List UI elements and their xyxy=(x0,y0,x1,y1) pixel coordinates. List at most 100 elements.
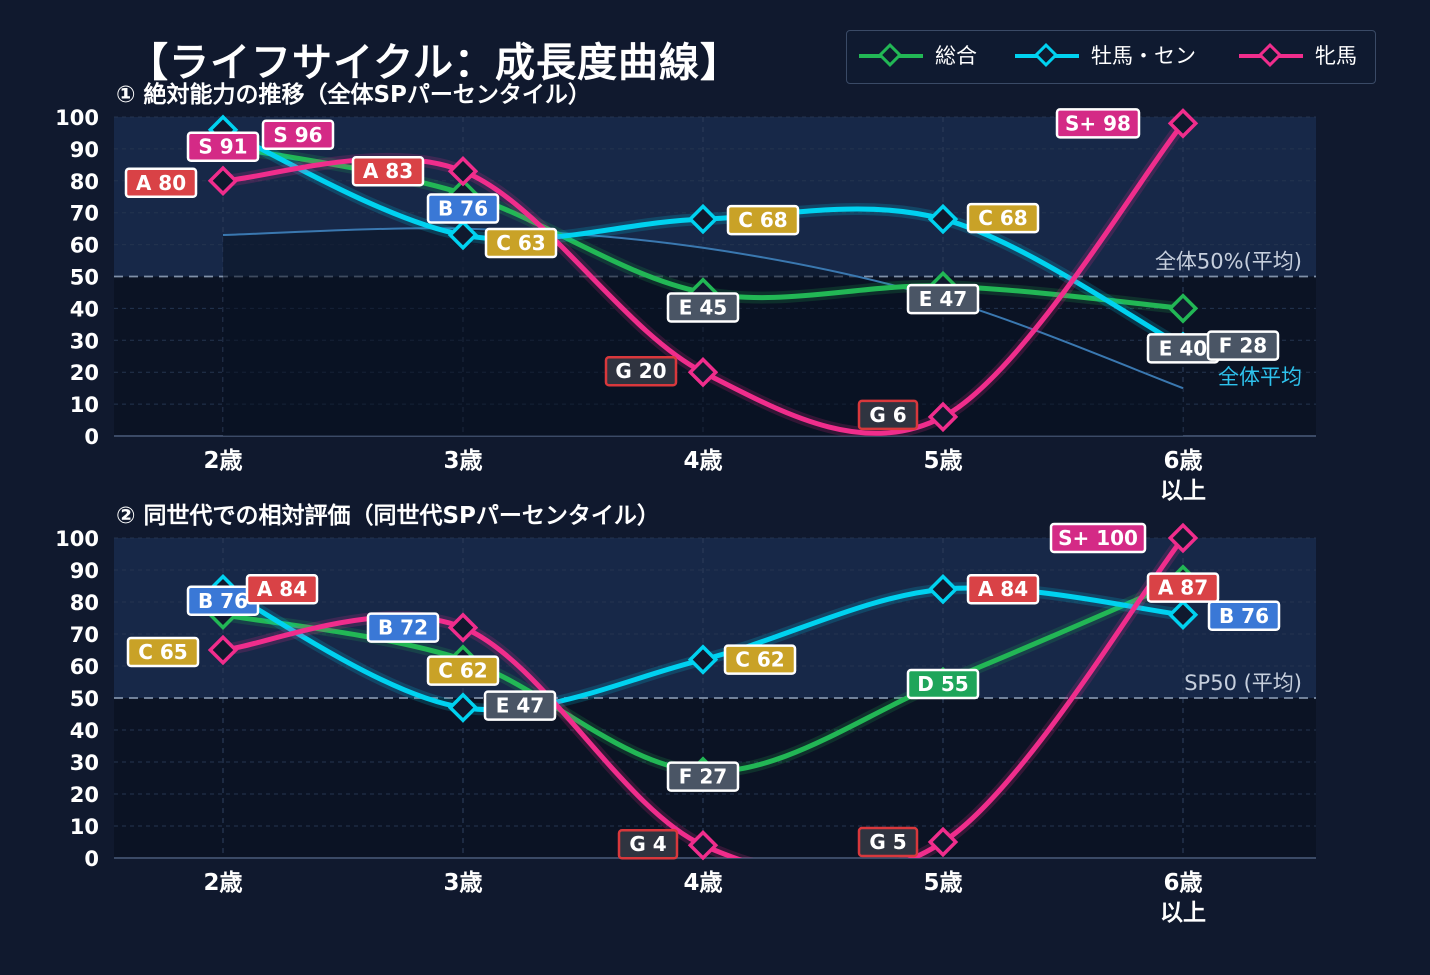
y-tick-label: 40 xyxy=(70,719,99,743)
x-tick-label: 3歳 xyxy=(443,870,482,896)
svg-text:E 45: E 45 xyxy=(679,295,727,319)
y-tick-label: 80 xyxy=(70,170,99,194)
chart-panel-2: SP50 (平均) ② 同世代での相対評価（同世代SPパーセンタイル） 0 10 20 3… xyxy=(55,502,1316,926)
data-point-marker xyxy=(207,634,239,666)
data-label: A 87 xyxy=(1146,572,1220,603)
y-tick-label: 0 xyxy=(84,847,99,871)
svg-text:G 5: G 5 xyxy=(869,830,906,854)
data-label: A 84 xyxy=(966,573,1040,605)
x-tick-label: 以上 xyxy=(1160,478,1206,504)
y-tick-label: 60 xyxy=(70,234,99,258)
x-tick-label: 4歳 xyxy=(683,870,722,896)
data-label: S+ 98 xyxy=(1055,108,1141,139)
data-label: C 63 xyxy=(484,227,558,259)
data-label: E 47 xyxy=(906,283,980,315)
svg-text:E 40: E 40 xyxy=(1159,336,1207,360)
data-point-marker xyxy=(927,573,959,605)
x-tick-label: 6歳 xyxy=(1163,870,1202,896)
data-point-marker xyxy=(927,826,959,858)
legend: 総合 牡馬・セン 牝馬 xyxy=(846,30,1376,84)
x-tick-label: 5歳 xyxy=(923,448,962,474)
y-tick-label: 20 xyxy=(70,783,99,807)
y-tick-label: 50 xyxy=(70,687,99,711)
data-label: G 5 xyxy=(857,826,919,858)
data-point-marker xyxy=(687,203,719,235)
data-label: F 28 xyxy=(1206,330,1280,361)
y-tick-label: 100 xyxy=(55,106,99,130)
svg-text:A 80: A 80 xyxy=(136,171,186,195)
svg-text:C 62: C 62 xyxy=(735,648,784,672)
data-label: A 84 xyxy=(245,573,319,605)
data-label: B 76 xyxy=(1207,600,1281,632)
svg-text:E 47: E 47 xyxy=(496,694,544,718)
y-tick-label: 0 xyxy=(84,425,99,449)
data-point-marker xyxy=(447,612,479,643)
svg-text:G 4: G 4 xyxy=(629,832,666,856)
data-label: S 96 xyxy=(261,119,335,151)
svg-text:B 76: B 76 xyxy=(438,197,488,221)
data-point-marker xyxy=(1167,522,1199,554)
svg-text:S+ 100: S+ 100 xyxy=(1058,526,1138,550)
y-tick-label: 90 xyxy=(70,559,99,583)
data-label: E 45 xyxy=(666,292,740,323)
y-tick-label: 60 xyxy=(70,655,99,679)
data-label: A 83 xyxy=(351,155,425,187)
data-label: A 80 xyxy=(124,167,198,199)
data-point-marker xyxy=(1167,599,1199,631)
svg-text:D 55: D 55 xyxy=(917,672,968,696)
average-curve-label: 全体平均 xyxy=(1218,365,1302,389)
legend-marker-2 xyxy=(1257,42,1283,68)
svg-text:F 27: F 27 xyxy=(679,765,727,789)
svg-text:S 96: S 96 xyxy=(273,123,322,147)
svg-text:C 68: C 68 xyxy=(978,206,1027,230)
data-label: B 76 xyxy=(186,585,260,617)
data-label: C 65 xyxy=(126,636,200,668)
y-tick-label: 30 xyxy=(70,329,99,353)
data-label: F 27 xyxy=(666,761,740,792)
legend-label-1: 牡馬・セン xyxy=(1091,44,1196,68)
data-label: B 76 xyxy=(426,193,500,224)
data-point-marker xyxy=(447,156,479,187)
svg-text:C 68: C 68 xyxy=(738,208,787,232)
svg-text:B 72: B 72 xyxy=(378,616,428,640)
data-label: D 55 xyxy=(906,668,980,700)
data-label: G 20 xyxy=(604,355,678,387)
legend-marker-0 xyxy=(877,42,903,68)
y-tick-label: 70 xyxy=(70,202,99,226)
plot-upper-band xyxy=(114,538,1316,698)
legend-item-1: 牡馬・セン xyxy=(1015,42,1196,68)
data-point-marker xyxy=(1167,293,1199,324)
svg-text:S 91: S 91 xyxy=(198,135,247,159)
reference-line-label: 全体50%(平均) xyxy=(1155,250,1302,274)
y-tick-label: 10 xyxy=(70,393,99,417)
data-label: E 47 xyxy=(483,690,557,721)
data-point-marker xyxy=(447,219,479,251)
page-title: 【ライフサイクル：成長度曲線】 xyxy=(128,40,741,86)
y-tick-label: 30 xyxy=(70,751,99,775)
x-tick-label: 3歳 xyxy=(443,448,482,474)
data-label: S 91 xyxy=(186,131,260,162)
data-label: C 68 xyxy=(966,202,1040,234)
svg-text:C 63: C 63 xyxy=(496,231,545,255)
data-label: G 4 xyxy=(617,828,679,860)
legend-marker-1 xyxy=(1033,42,1059,68)
data-point-marker xyxy=(687,829,719,861)
svg-text:E 47: E 47 xyxy=(919,287,967,311)
y-tick-label: 40 xyxy=(70,297,99,321)
svg-text:G 6: G 6 xyxy=(869,403,906,427)
data-point-marker xyxy=(1167,108,1199,139)
y-tick-label: 70 xyxy=(70,623,99,647)
y-tick-label: 50 xyxy=(70,266,99,290)
y-tick-label: 10 xyxy=(70,815,99,839)
data-point-marker xyxy=(687,356,719,388)
average-area xyxy=(223,228,1183,436)
data-label: S+ 100 xyxy=(1049,522,1147,554)
svg-text:C 62: C 62 xyxy=(438,659,487,683)
legend-item-0: 総合 xyxy=(859,42,977,68)
svg-text:A 84: A 84 xyxy=(978,577,1028,601)
data-label: B 72 xyxy=(366,612,440,643)
svg-text:G 20: G 20 xyxy=(615,359,666,383)
x-tick-label: 2歳 xyxy=(203,870,242,896)
y-tick-label: 80 xyxy=(70,591,99,615)
